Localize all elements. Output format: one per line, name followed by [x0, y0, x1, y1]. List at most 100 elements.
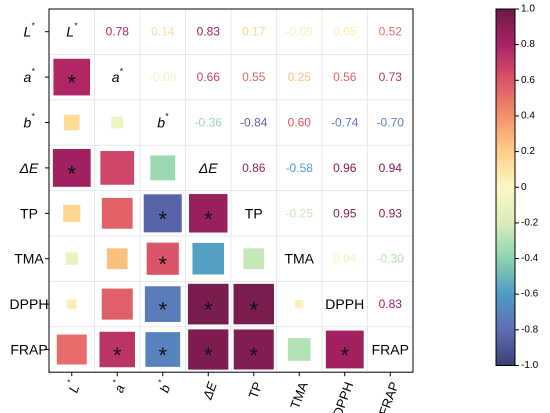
variable-label: TMA	[284, 251, 314, 267]
colorbar-tick-label: -0.8	[521, 324, 539, 335]
significance-marker: *	[67, 71, 76, 96]
correlation-value: -0.36	[195, 116, 223, 130]
correlation-square	[63, 114, 80, 131]
correlation-value: 0.56	[333, 70, 357, 84]
correlation-value: 0.93	[379, 206, 403, 220]
correlation-square	[52, 148, 91, 187]
correlation-value: 0.66	[197, 70, 221, 84]
significance-marker: *	[158, 298, 167, 323]
colorbar-tick-label: -0.2	[521, 217, 539, 228]
correlation-value: 0.96	[333, 161, 357, 175]
y-tick-label: DPPH	[10, 296, 49, 312]
correlation-value: -0.58	[286, 161, 314, 175]
colorbar-tick-label: 0.2	[521, 146, 535, 157]
colorbar	[495, 8, 516, 366]
y-tick-label: L*	[23, 20, 35, 39]
correlation-value: -0.70	[377, 116, 405, 130]
correlation-value: 0.55	[242, 70, 266, 84]
correlation-square	[56, 334, 87, 365]
correlation-value: 0.04	[333, 252, 357, 266]
variable-label: b*	[157, 111, 169, 130]
correlation-square	[243, 248, 265, 270]
correlation-square	[65, 252, 78, 265]
correlation-square	[100, 151, 135, 185]
x-tick-label: TMA	[287, 379, 311, 410]
significance-marker: *	[204, 343, 213, 368]
colorbar-tick-label: 0.4	[521, 110, 535, 121]
correlation-square	[187, 283, 229, 325]
correlation-value: 0.95	[333, 206, 357, 220]
y-tick-label: ΔE	[19, 160, 39, 176]
x-tick-label: L*	[62, 378, 83, 395]
correlation-value: -0.30	[377, 252, 405, 266]
significance-marker: *	[158, 343, 167, 368]
correlation-square	[106, 248, 128, 270]
correlation-value: -0.84	[240, 116, 268, 130]
correlation-value: -0.74	[331, 116, 359, 130]
correlation-value: -0.25	[286, 206, 314, 220]
y-tick-label: FRAP	[10, 342, 47, 358]
x-tick-label: a*	[108, 378, 129, 395]
significance-marker: *	[204, 298, 213, 323]
correlation-value: 0.86	[242, 161, 266, 175]
correlation-square	[53, 58, 91, 96]
correlation-square	[189, 194, 228, 233]
x-tick-label: b*	[153, 378, 174, 395]
significance-marker: *	[67, 161, 76, 186]
significance-marker: *	[249, 343, 258, 368]
x-tick-label: FRAP	[375, 380, 401, 413]
y-tick-label: a*	[23, 66, 35, 85]
correlation-value: 0.83	[197, 25, 221, 39]
variable-label: TP	[245, 205, 263, 221]
correlation-value: 0.83	[379, 297, 403, 311]
correlation-square	[233, 283, 274, 325]
correlation-square	[99, 331, 135, 368]
correlation-square	[101, 197, 133, 229]
significance-marker: *	[340, 343, 349, 368]
colorbar-tick-label: 0.6	[521, 75, 535, 86]
colorbar-tick-label: -0.4	[521, 253, 539, 264]
correlation-square	[101, 288, 133, 320]
y-tick-label: TP	[20, 205, 38, 221]
correlation-value: 0.60	[288, 116, 312, 130]
x-tick-label: TP	[245, 380, 265, 401]
colorbar-tick-label: -0.6	[521, 289, 539, 300]
significance-marker: *	[158, 252, 167, 277]
y-tick-label: b*	[23, 111, 35, 130]
correlation-value: 0.94	[379, 161, 403, 175]
correlation-square	[144, 286, 181, 322]
variable-label: DPPH	[325, 296, 364, 312]
variable-label: FRAP	[372, 342, 409, 358]
correlation-square	[143, 194, 182, 233]
colorbar-tick-label: -1.0	[521, 360, 539, 371]
correlation-square	[287, 338, 311, 361]
significance-marker: *	[204, 207, 213, 232]
x-tick-label: ΔE	[199, 379, 219, 402]
correlation-square	[233, 329, 274, 370]
x-tick-label: DPPH	[329, 380, 355, 413]
correlation-square	[63, 204, 81, 222]
correlation-square	[325, 330, 364, 369]
correlation-value: 0.14	[151, 25, 175, 39]
correlation-value: 0.78	[106, 25, 130, 39]
significance-marker: *	[113, 343, 122, 368]
correlation-square	[111, 116, 124, 129]
correlation-square	[192, 242, 225, 275]
correlation-square	[188, 329, 229, 370]
correlation-square	[295, 299, 304, 309]
correlation-square	[146, 242, 179, 275]
colorbar-tick-label: 0	[521, 182, 527, 193]
variable-label: a*	[112, 66, 124, 85]
correlation-square	[67, 299, 77, 309]
colorbar-tick-label: 1.0	[521, 4, 535, 15]
correlation-value: 0.05	[333, 25, 357, 39]
colorbar-tick-label: 0.8	[521, 39, 535, 50]
significance-marker: *	[158, 207, 167, 232]
correlation-value: -0.08	[149, 70, 177, 84]
correlation-value: 0.17	[242, 25, 266, 39]
correlation-value: 0.73	[379, 70, 403, 84]
correlation-square	[150, 155, 176, 181]
variable-label: L*	[66, 20, 78, 39]
correlation-square	[145, 332, 181, 367]
